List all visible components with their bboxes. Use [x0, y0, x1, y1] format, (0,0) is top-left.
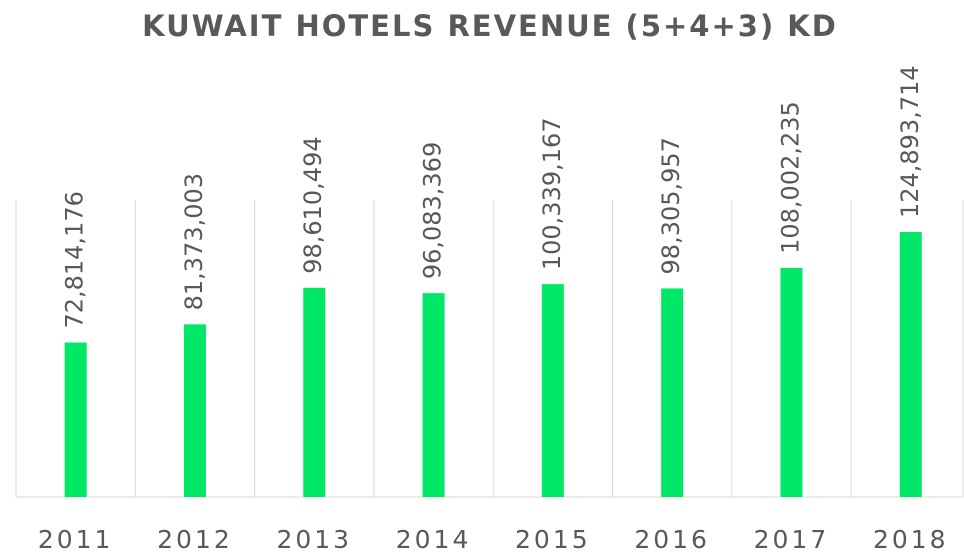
x-tick-label: 2017 — [754, 525, 830, 553]
x-tick-label: 2013 — [276, 525, 352, 553]
bar — [183, 324, 206, 497]
x-tick-label: 2018 — [873, 525, 949, 553]
bar — [541, 284, 564, 497]
bar — [64, 342, 87, 497]
bar — [899, 232, 922, 497]
bar — [661, 288, 684, 497]
bar — [422, 293, 445, 497]
data-label: 108,002,235 — [776, 101, 804, 254]
chart-title: KUWAIT HOTELS REVENUE (5+4+3) KD — [142, 9, 838, 43]
x-tick-label: 2014 — [396, 525, 472, 553]
data-label: 72,814,176 — [61, 191, 89, 328]
bar — [780, 267, 803, 497]
bar — [303, 287, 326, 497]
x-tick-label: 2012 — [157, 525, 233, 553]
data-label: 98,305,957 — [657, 137, 685, 274]
data-label: 81,373,003 — [180, 173, 208, 310]
data-label: 96,083,369 — [419, 142, 447, 279]
data-label: 100,339,167 — [538, 117, 566, 270]
x-tick-label: 2016 — [634, 525, 710, 553]
x-tick-label: 2015 — [515, 525, 591, 553]
data-label: 124,893,714 — [896, 65, 924, 218]
x-tick-label: 2011 — [38, 525, 114, 553]
data-label: 98,610,494 — [299, 136, 327, 273]
